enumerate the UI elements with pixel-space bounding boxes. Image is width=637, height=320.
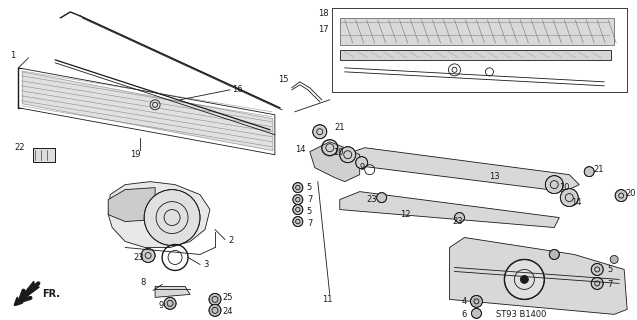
Text: 5: 5 [307,183,312,192]
Text: 9: 9 [360,163,365,172]
Circle shape [293,195,303,204]
Circle shape [615,190,627,202]
Text: 5: 5 [607,265,612,274]
Text: ST93 B1400: ST93 B1400 [496,310,547,319]
Circle shape [520,276,528,284]
Polygon shape [340,50,611,60]
Text: 20: 20 [625,189,636,198]
Text: 14: 14 [571,198,582,207]
Circle shape [471,308,482,318]
Polygon shape [340,192,559,228]
Circle shape [141,249,155,262]
Circle shape [355,157,368,169]
Circle shape [164,297,176,309]
Circle shape [549,250,559,260]
Circle shape [340,147,355,163]
Circle shape [561,188,578,207]
Text: 25: 25 [222,293,233,302]
Polygon shape [340,18,614,45]
Text: 7: 7 [607,280,613,289]
Bar [33,148,55,162]
Circle shape [471,295,482,308]
Text: 19: 19 [130,150,141,159]
Bar [33,148,55,162]
Polygon shape [108,188,155,221]
Text: 1: 1 [10,52,16,60]
Text: 23: 23 [367,195,377,204]
Text: 9: 9 [158,301,163,310]
Text: 3: 3 [203,260,208,269]
Polygon shape [108,182,210,247]
Circle shape [293,204,303,215]
Polygon shape [155,286,190,297]
Text: 6: 6 [461,310,467,319]
Circle shape [545,176,563,194]
Polygon shape [345,148,579,192]
Circle shape [591,263,603,276]
Circle shape [591,277,603,289]
Text: 8: 8 [140,278,145,287]
Circle shape [209,293,221,305]
Text: 23: 23 [452,217,463,226]
Text: 5: 5 [307,207,312,216]
Circle shape [610,255,618,263]
Text: 2: 2 [228,236,233,245]
Text: 10: 10 [559,183,569,192]
Text: 18: 18 [318,10,329,19]
Text: 12: 12 [399,210,410,219]
Text: 23: 23 [133,253,144,262]
Text: 22: 22 [15,143,25,152]
Circle shape [144,190,200,245]
Circle shape [293,183,303,193]
Polygon shape [22,72,273,151]
Text: 21: 21 [593,165,604,174]
Circle shape [293,217,303,227]
Text: 7: 7 [307,195,312,204]
Text: 7: 7 [307,219,312,228]
Text: 11: 11 [322,295,333,304]
Text: 14: 14 [295,145,305,154]
Text: 24: 24 [222,307,233,316]
Text: 17: 17 [318,25,329,35]
Circle shape [584,167,594,177]
Text: 13: 13 [489,172,500,181]
Circle shape [455,212,464,222]
Circle shape [313,125,327,139]
Polygon shape [310,142,360,182]
Polygon shape [450,237,627,314]
Circle shape [505,260,545,300]
Text: 4: 4 [461,297,467,306]
Text: 16: 16 [232,85,243,94]
Text: 21: 21 [335,123,345,132]
Text: 15: 15 [278,75,289,84]
Circle shape [209,304,221,316]
Text: 10: 10 [333,148,343,157]
Text: FR.: FR. [42,289,61,300]
Circle shape [376,193,387,203]
